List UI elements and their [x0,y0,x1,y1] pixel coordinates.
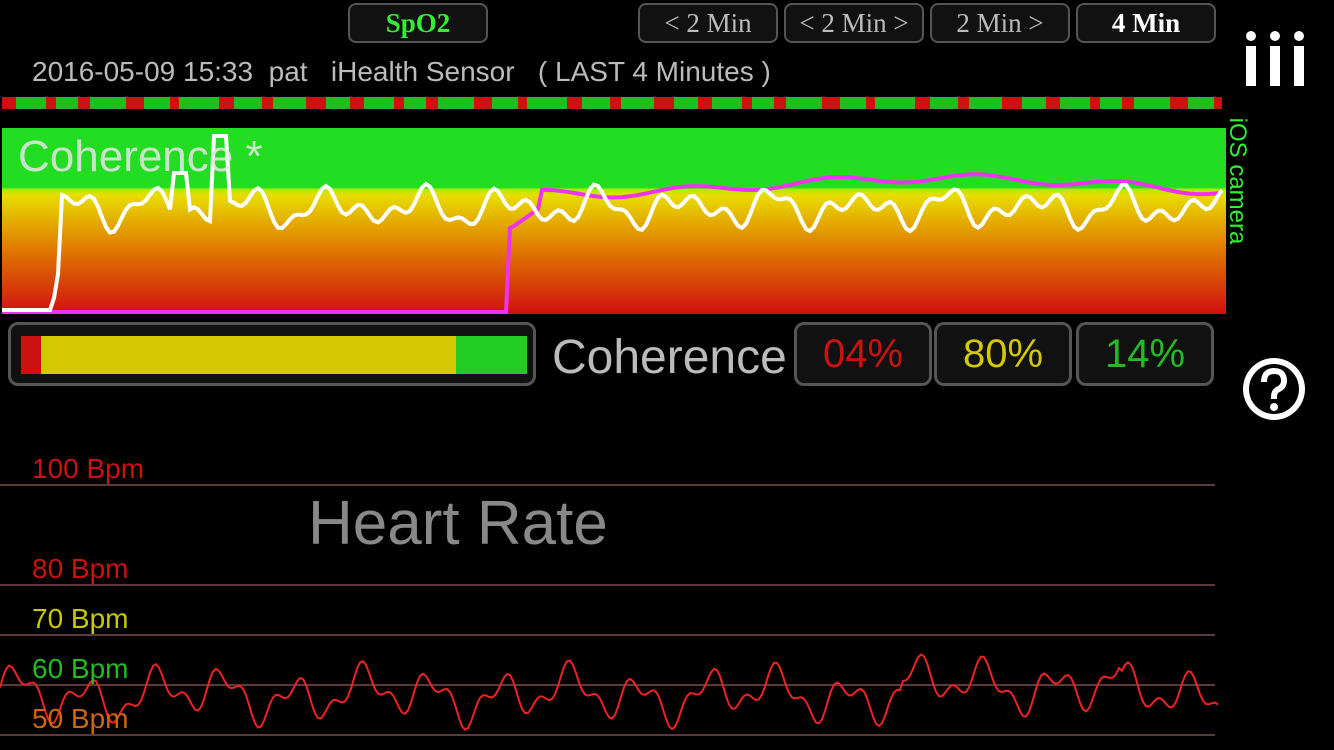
hr-gridline-label: 80 Bpm [32,553,129,584]
ios-camera-label[interactable]: iOS camera [1224,117,1251,245]
quality-segment [1060,97,1090,109]
heart-rate-title: Heart Rate [308,489,608,558]
quality-segment [78,97,90,109]
4-min-window-button[interactable]: 4 Min [1076,3,1216,43]
hr-gridline-label: 100 Bpm [32,453,145,484]
help-icon[interactable] [1240,355,1308,423]
menu-icon[interactable] [1242,30,1308,88]
quality-segment [350,97,364,109]
heart-rate-plot [0,484,1219,736]
quality-segment [438,97,474,109]
session-header: 2016-05-09 15:33 pat iHealth Sensor ( LA… [32,56,771,88]
quality-segment [306,97,326,109]
coherence-high-segment [456,336,527,374]
coherence-medium-percent: 80% [934,322,1072,386]
time-range: ( LAST 4 Minutes ) [537,56,771,87]
quality-segment [518,97,527,109]
hr-gridline-label: 50 Bpm [32,703,129,734]
quality-segment [1022,97,1046,109]
hr-gridline-label: 70 Bpm [32,603,129,634]
quality-segment [866,97,875,109]
quality-segment [16,97,46,109]
quality-segment [492,97,518,109]
quality-segment [958,97,969,109]
quality-segment [234,97,262,109]
quality-segment [326,97,350,109]
quality-segment [742,97,752,109]
quality-segment [674,97,698,109]
quality-segment [404,97,426,109]
quality-segment [56,97,78,109]
quality-segment [90,97,126,109]
quality-segment [712,97,742,109]
coherence-high-percent: 14% [1076,322,1214,386]
coherence-low-segment [21,336,42,374]
quality-segment [822,97,840,109]
quality-segment [698,97,712,109]
average-coherence-line [2,172,1223,314]
spo2-button[interactable]: SpO2 [348,3,488,43]
quality-segment [969,97,1002,109]
quality-segment [364,97,394,109]
coherence-medium-segment [41,336,457,374]
coherence-line [2,134,1224,312]
quality-segment [170,97,179,109]
quality-segment [273,97,306,109]
session-date: 2016-05-09 15:33 [32,56,254,87]
quality-segment [1002,97,1022,109]
next-2-min-button[interactable]: 2 Min > [930,3,1070,43]
quality-segment [527,97,567,109]
quality-segment [752,97,774,109]
coherence-plot [2,128,1226,314]
quality-segment [582,97,610,109]
quality-segment [179,97,219,109]
quality-segment [1214,97,1222,109]
coherence-label: Coherence [552,331,787,384]
quality-segment [786,97,822,109]
quality-segment [1046,97,1060,109]
coherence-low-percent: 04% [794,322,932,386]
quality-segment [915,97,930,109]
quality-segment [1100,97,1122,109]
quality-segment [1122,97,1134,109]
signal-quality-strip [2,97,1222,109]
quality-segment [144,97,170,109]
quality-segment [2,97,16,109]
quality-segment [1090,97,1100,109]
quality-segment [1134,97,1170,109]
quality-segment [394,97,404,109]
hr-gridline-label: 60 Bpm [32,653,129,684]
quality-segment [610,97,621,109]
previous-2-min-button[interactable]: < 2 Min [638,3,778,43]
quality-segment [262,97,273,109]
session-user: pat [268,56,308,87]
sensor-name: iHealth Sensor [330,56,515,87]
quality-segment [930,97,958,109]
heart-rate-line [0,653,1219,731]
quality-segment [654,97,674,109]
quality-segment [46,97,56,109]
coherence-summary-bar [8,322,536,386]
coherence-plot-title: Coherence * [18,132,263,181]
quality-segment [621,97,654,109]
shift-2-min-button[interactable]: < 2 Min > [784,3,924,43]
quality-segment [840,97,866,109]
quality-segment [426,97,438,109]
quality-segment [774,97,786,109]
quality-segment [219,97,234,109]
quality-segment [1170,97,1188,109]
quality-segment [474,97,492,109]
quality-segment [126,97,144,109]
quality-segment [875,97,915,109]
quality-segment [567,97,582,109]
quality-segment [1188,97,1214,109]
